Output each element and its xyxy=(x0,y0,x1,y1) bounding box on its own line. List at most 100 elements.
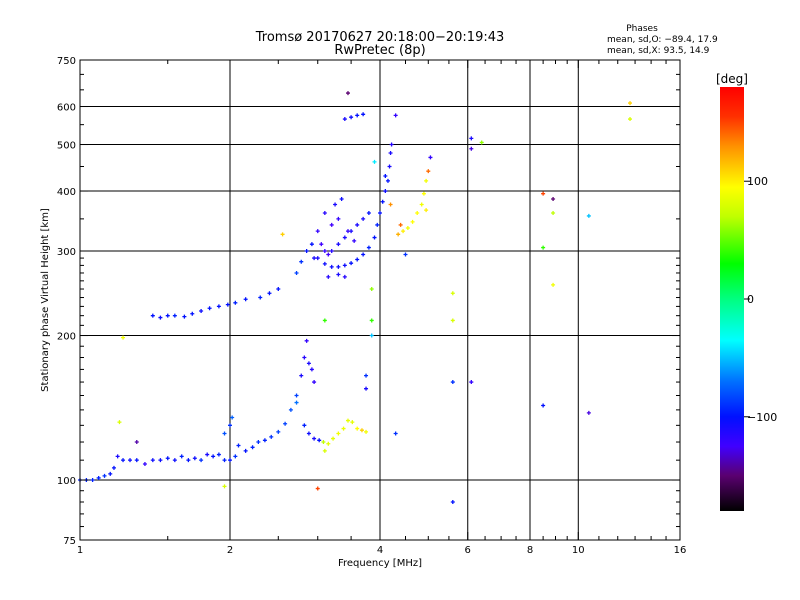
data-point xyxy=(322,261,327,266)
data-point xyxy=(315,256,320,261)
data-point xyxy=(115,454,120,459)
data-point xyxy=(262,438,267,443)
data-point xyxy=(342,263,347,268)
colorbar-tick-label: 0 xyxy=(747,293,754,306)
data-point xyxy=(342,117,347,122)
data-point xyxy=(388,202,393,207)
data-point xyxy=(243,297,248,302)
phase-box-line-x: mean, sd,X: 93.5, 14.9 xyxy=(607,46,710,56)
y-tick-label: 300 xyxy=(57,247,76,258)
data-point xyxy=(182,314,187,319)
data-point xyxy=(165,456,170,461)
data-point xyxy=(250,445,255,450)
data-point xyxy=(355,222,360,227)
data-point xyxy=(366,211,371,216)
data-point xyxy=(405,226,410,231)
data-point xyxy=(326,252,331,257)
data-point xyxy=(294,400,299,405)
data-point xyxy=(339,197,344,202)
data-point xyxy=(211,454,216,459)
data-point xyxy=(256,440,261,445)
data-point xyxy=(192,456,197,461)
data-point xyxy=(222,458,227,463)
data-point xyxy=(551,211,556,216)
phase-box-line-o: mean, sd,O: −89.4, 17.9 xyxy=(607,35,718,45)
data-point xyxy=(426,169,431,174)
data-point xyxy=(312,436,317,441)
data-point xyxy=(369,318,374,323)
data-point xyxy=(424,208,429,213)
data-point xyxy=(225,302,230,307)
data-point xyxy=(304,249,309,254)
data-point xyxy=(306,431,311,436)
data-point xyxy=(369,287,374,292)
data-point xyxy=(383,173,388,178)
data-point xyxy=(233,300,238,305)
data-point xyxy=(222,484,227,489)
data-point xyxy=(378,211,382,216)
grid-lines xyxy=(80,60,680,540)
data-point xyxy=(294,393,299,398)
data-point xyxy=(385,178,390,183)
data-point xyxy=(586,213,591,218)
data-point xyxy=(345,418,350,423)
data-point xyxy=(228,423,232,428)
data-point xyxy=(355,113,360,118)
data-point xyxy=(364,373,369,378)
data-point xyxy=(315,229,320,234)
data-point xyxy=(380,199,385,204)
data-point xyxy=(350,420,355,425)
data-point xyxy=(172,313,177,318)
x-tick-label: 16 xyxy=(674,545,687,556)
data-point xyxy=(428,155,433,160)
data-point xyxy=(403,252,408,257)
data-point xyxy=(216,304,221,309)
data-point xyxy=(372,159,377,164)
y-tick-label: 500 xyxy=(57,141,76,152)
data-point xyxy=(236,443,241,448)
data-point xyxy=(269,434,274,439)
data-point xyxy=(276,429,281,434)
data-point xyxy=(326,441,331,446)
y-tick-label: 100 xyxy=(57,476,76,487)
data-point xyxy=(322,448,327,453)
data-point xyxy=(383,189,388,194)
data-point xyxy=(258,295,263,300)
data-point xyxy=(393,113,398,118)
data-point xyxy=(349,115,354,120)
x-tick-label: 6 xyxy=(465,545,471,556)
data-point xyxy=(312,380,317,385)
x-axis-label: Frequency [MHz] xyxy=(338,558,422,569)
data-point xyxy=(336,272,341,277)
data-point xyxy=(216,452,221,457)
data-point xyxy=(228,458,232,463)
data-point xyxy=(375,222,380,227)
data-point xyxy=(424,178,429,183)
data-point xyxy=(150,313,155,318)
data-point xyxy=(336,242,341,247)
data-point xyxy=(541,403,546,408)
y-axis-label: Stationary phase Virtual Height [km] xyxy=(40,208,51,392)
y-tick-label: 75 xyxy=(63,536,76,547)
data-point xyxy=(469,136,474,141)
data-point xyxy=(551,197,556,202)
data-point xyxy=(342,274,347,279)
data-point xyxy=(312,256,317,261)
colorbar-gradient xyxy=(720,87,744,511)
data-point xyxy=(276,287,281,292)
data-point xyxy=(628,117,633,122)
data-point xyxy=(243,448,248,453)
data-point xyxy=(541,245,546,250)
data-point xyxy=(329,249,334,254)
data-point xyxy=(345,91,350,96)
data-point xyxy=(288,407,293,412)
data-point xyxy=(121,335,126,340)
data-point xyxy=(329,264,334,269)
data-point xyxy=(388,151,393,156)
data-point xyxy=(469,146,474,151)
phase-box-title: Phases xyxy=(626,24,658,34)
data-point xyxy=(336,431,341,436)
data-point xyxy=(230,415,235,420)
data-point xyxy=(469,380,474,385)
data-point xyxy=(421,191,426,196)
